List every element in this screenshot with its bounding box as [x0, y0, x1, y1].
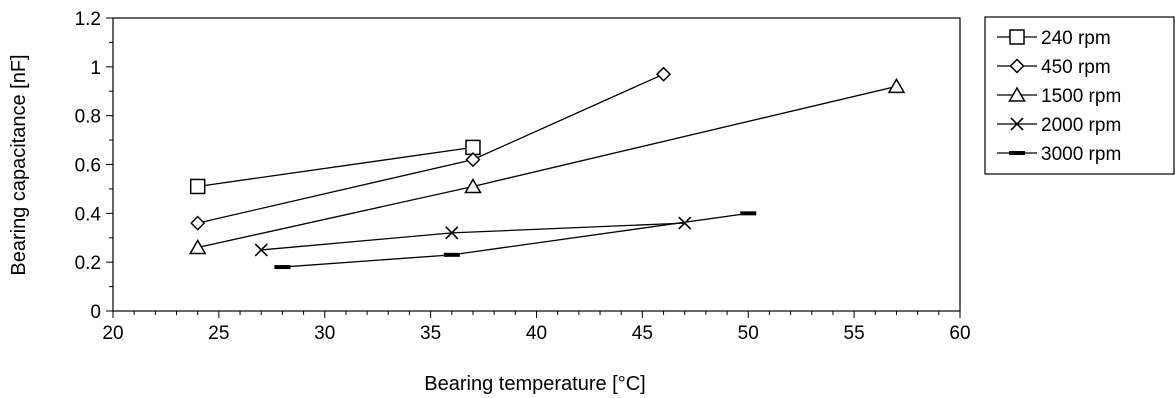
data-point — [464, 177, 482, 194]
data-point — [188, 239, 207, 255]
x-axis: 20 25 30 35 40 45 50 55 60 — [102, 311, 971, 344]
legend: 240 rpm 450 rpm 1500 rpm 2000 rpm 3000 rpm — [984, 16, 1175, 175]
legend-label: 240 rpm — [1041, 28, 1111, 49]
y-axis-title: Bearing capacitance [nF] — [8, 54, 30, 275]
y-tick-label: 1.2 — [75, 9, 101, 30]
y-tick-label: 0.8 — [75, 107, 101, 128]
y-tick-label: 0.6 — [75, 156, 101, 177]
legend-label: 2000 rpm — [1041, 115, 1121, 136]
series-3 — [254, 216, 692, 257]
marker-stroke — [445, 226, 459, 240]
series-line — [282, 212, 749, 268]
legend-entry: 3000 rpm — [997, 144, 1121, 165]
y-tick-label: 0.4 — [75, 204, 102, 225]
data-point — [254, 243, 268, 257]
x-tick-label: 20 — [102, 323, 123, 344]
series-4 — [274, 211, 757, 270]
series-line — [197, 85, 897, 249]
legend-marker — [1008, 86, 1026, 102]
legend-marker — [1010, 117, 1024, 131]
marker-stroke — [678, 216, 692, 230]
x-tick-label: 60 — [949, 323, 970, 344]
legend-entry: 1500 rpm — [997, 86, 1121, 107]
x-tick-label: 40 — [526, 323, 547, 344]
x-tick-label: 45 — [632, 323, 653, 344]
series-line — [261, 222, 685, 251]
data-point — [274, 265, 291, 270]
x-tick-label: 25 — [208, 323, 229, 344]
series-0 — [189, 139, 481, 195]
legend-entry: 240 rpm — [997, 28, 1111, 49]
data-point — [189, 178, 206, 195]
x-axis-title: Bearing temperature [°C] — [424, 373, 645, 395]
legend-marker — [1009, 29, 1025, 45]
legend-marker — [1009, 151, 1025, 155]
plot-border — [112, 17, 961, 312]
series-line — [197, 73, 664, 224]
y-tick-label: 0.2 — [75, 253, 101, 274]
series-1 — [190, 66, 672, 231]
legend-label: 1500 rpm — [1041, 86, 1121, 107]
legend-entry: 450 rpm — [997, 57, 1111, 78]
series-2 — [188, 77, 906, 255]
x-tick-label: 55 — [844, 323, 865, 344]
marker-stroke — [254, 243, 268, 257]
data-point — [655, 66, 672, 82]
series-line — [197, 146, 474, 188]
data-point — [190, 215, 206, 231]
data-point — [887, 77, 906, 94]
y-tick-label: 1 — [90, 58, 101, 79]
data-point — [678, 216, 692, 230]
x-tick-label: 30 — [314, 323, 335, 344]
data-point — [740, 211, 757, 216]
series-layer — [188, 66, 906, 270]
data-point — [445, 226, 459, 240]
plot-area — [112, 17, 961, 312]
x-tick-label: 35 — [420, 323, 441, 344]
x-tick-label: 50 — [738, 323, 759, 344]
legend-label: 3000 rpm — [1041, 144, 1121, 165]
legend-marker — [1009, 58, 1025, 74]
marker-stroke — [1010, 117, 1024, 131]
data-point — [443, 252, 460, 257]
y-tick-label: 0 — [90, 302, 101, 323]
data-point — [465, 152, 481, 168]
legend-label: 450 rpm — [1041, 57, 1111, 78]
y-axis: 0 0.2 0.4 0.6 0.8 1 1.2 — [75, 9, 113, 323]
legend-entry: 2000 rpm — [997, 115, 1121, 136]
